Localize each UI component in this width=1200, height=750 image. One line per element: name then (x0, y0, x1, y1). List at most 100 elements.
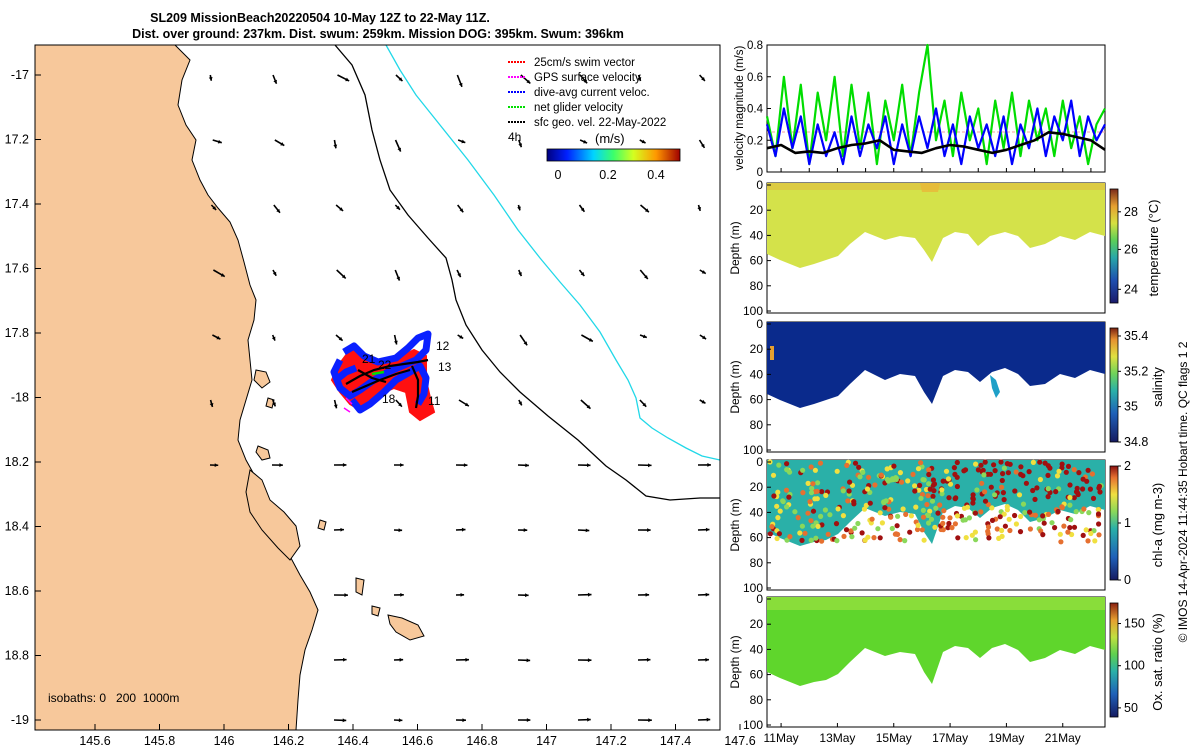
chlorophyll-point (813, 535, 819, 541)
date-tick-label: 13May (819, 731, 855, 745)
chlorophyll-point (918, 460, 924, 466)
chlorophyll-point (912, 483, 918, 489)
chlorophyll-point (1054, 473, 1061, 479)
chlorophyll-point (1030, 487, 1036, 494)
day-label-13: 13 (438, 360, 452, 374)
legend-label: 25cm/s swim vector (534, 57, 635, 69)
velocity-colorbar (546, 148, 681, 162)
track-blue-current (330, 330, 432, 414)
chlorophyll-point (818, 513, 824, 520)
chlorophyll-point (786, 494, 792, 500)
chlorophyll-colorbar (1109, 465, 1119, 581)
isobaths-note: isobaths: 0 200 1000m (48, 691, 179, 705)
velocity-colorbar-tick: 0 (555, 168, 562, 182)
chlorophyll-point (815, 480, 821, 486)
salinity-colorbar (1109, 327, 1119, 443)
chlorophyll-point (819, 522, 825, 528)
chlorophyll-point (812, 467, 819, 473)
velocity-x-minor-ticks (780, 168, 1092, 172)
chlorophyll-point (928, 516, 935, 522)
chlorophyll-point (973, 461, 979, 467)
chlorophyll-point (992, 492, 998, 498)
chlorophyll-point (947, 515, 953, 521)
depth-tick-label: 20 (750, 480, 764, 494)
map-y-tick-label: 18.4 (5, 520, 29, 534)
surface-velocity-arrow (697, 657, 709, 662)
chlorophyll-point (1027, 509, 1033, 515)
map-y-tick-label: -17 (11, 68, 29, 82)
chlorophyll-point (926, 481, 932, 487)
temperature-colorbar (1109, 188, 1119, 304)
velocity-y-tick-label: 0.8 (747, 40, 763, 52)
side-note: © IMOS 14-Apr-2024 11:44:35 Hobart time.… (1176, 341, 1190, 642)
land-island-small-4 (265, 397, 275, 409)
chlorophyll-point (784, 461, 790, 467)
chlorophyll-point (849, 534, 855, 540)
chlorophyll-point (1045, 486, 1051, 492)
surface-velocity-arrow (578, 204, 586, 213)
chlorophyll-point (1086, 509, 1092, 516)
salinity-panel: 0 20 40 60 80 100 34.8 35 35.2 35.4 Depth (m) sal… (728, 317, 1165, 457)
surface-velocity-arrow (518, 139, 523, 148)
day-label-21: 21 (362, 352, 376, 366)
chlorophyll-point (970, 492, 976, 498)
chlorophyll-point (1061, 523, 1067, 529)
chlorophyll-point (1001, 497, 1007, 503)
surface-velocity-arrow (333, 657, 347, 662)
chlorophyll-point (1000, 490, 1007, 496)
chlorophyll-point (815, 523, 821, 530)
surface-velocity-arrow (637, 463, 652, 468)
chlorophyll-point (997, 514, 1003, 520)
legend-label: GPS surface velocity (534, 72, 641, 84)
chlorophyll-point (1017, 529, 1024, 535)
depth-tick-label: 80 (750, 418, 764, 432)
day-label-18: 18 (382, 392, 396, 406)
day-label-12: 12 (436, 339, 450, 353)
velocity-series-line (766, 131, 1106, 155)
chlorophyll-point (920, 507, 927, 513)
chlorophyll-point (784, 504, 790, 510)
chlorophyll-point (846, 488, 852, 494)
chlorophyll-point (945, 476, 952, 482)
map-x-tick-label: 146.8 (466, 734, 497, 748)
surface-velocity-arrow (517, 528, 528, 533)
chlorophyll-point (894, 523, 900, 529)
chlorophyll-point (1004, 504, 1010, 510)
chlorophyll-point (914, 526, 921, 533)
chlorophyll-point (856, 464, 862, 470)
chlorophyll-point (1041, 520, 1047, 526)
salinity-orange-dot (770, 346, 774, 360)
chlorophyll-point (875, 526, 881, 532)
chlorophyll-point (1040, 532, 1046, 538)
chlorophyll-point (1001, 511, 1007, 517)
surface-velocity-arrow (697, 527, 710, 532)
surface-velocity-arrow (637, 592, 650, 597)
chlorophyll-point (912, 488, 918, 494)
chlorophyll-point (992, 468, 998, 474)
legend-label: sfc geo. vel. 22-May-2022 (534, 117, 666, 129)
chlorophyll-point (946, 495, 952, 501)
map-x-tick-label: 147 (536, 734, 557, 748)
chlorophyll-point (848, 528, 854, 534)
surface-velocity-arrow (698, 139, 706, 149)
chlorophyll-point (1067, 502, 1073, 508)
map-x-tick-label: 147.4 (660, 734, 691, 748)
chlorophyll-point (1096, 483, 1103, 489)
chlorophyll-point (810, 523, 816, 529)
chlorophyll-point (926, 467, 932, 473)
map-y-tick-label: -19 (11, 713, 29, 727)
surface-velocity-arrow (519, 334, 528, 346)
chlorophyll-point (776, 462, 782, 468)
chlorophyll-point (884, 466, 890, 472)
track-black-net (345, 358, 429, 409)
map-x-tick-label: 145.6 (79, 734, 110, 748)
chlorophyll-point (787, 534, 793, 540)
surface-velocity-arrow (393, 463, 404, 467)
chlorophyll-point (955, 535, 961, 541)
chlorophyll-point (1063, 469, 1069, 475)
surface-velocity-arrow (518, 399, 523, 406)
chlorophyll-point (1018, 464, 1024, 470)
oxygen-panel: 0 20 40 60 80 100 50 100 150 Depth (m) Ox. sat. … (728, 592, 1165, 745)
map-y-tick-label: 17.4 (5, 197, 29, 211)
chlorophyll-point (834, 468, 840, 474)
